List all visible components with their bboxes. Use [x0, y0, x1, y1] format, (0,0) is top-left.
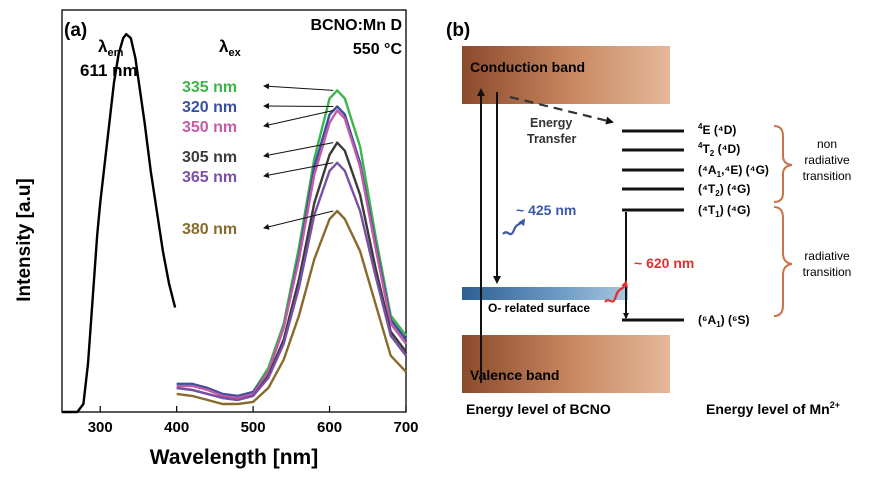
- energy-transfer-arrow: [509, 95, 614, 125]
- lambda-ex-label: λex: [219, 37, 242, 59]
- non-radiative-label: non: [817, 137, 837, 151]
- level-label-4T1-4G: (⁴T1) (⁴G): [698, 203, 750, 219]
- level-label-4T2-4D: 4T2 (⁴D): [698, 141, 740, 158]
- valence-band: [462, 335, 670, 393]
- panel-a: 300 400 500 600 700 (a) BCNO:Mn D 550 °C λem…: [14, 9, 419, 469]
- emission-wave: [604, 280, 628, 303]
- non-radiative-label: radiative: [804, 153, 850, 167]
- mn-levels: [622, 129, 684, 322]
- panel-b-label: (b): [446, 20, 470, 41]
- series-label-320-nm: 320 nm: [182, 99, 237, 116]
- panel-b: (b) Conduction band Valence band O- rela…: [446, 20, 851, 417]
- label-arrows: [263, 83, 334, 230]
- x-tick-label: 300: [88, 419, 113, 436]
- series-lines: [62, 32, 407, 414]
- radiative-label: radiative: [804, 249, 850, 263]
- surface-level-label: O- related surface: [488, 301, 590, 315]
- level-label-4E: 4E (⁴D): [698, 122, 736, 137]
- panel-a-label: (a): [64, 20, 87, 41]
- energy-transfer-label: Energy: [530, 116, 572, 130]
- x-tick-label: 400: [164, 419, 189, 436]
- series-label-335-nm: 335 nm: [182, 79, 237, 96]
- series-line-380-nm: [176, 209, 407, 406]
- footer-mn: Energy level of Mn2+: [706, 400, 840, 417]
- level-label-6A1-6S: (⁶A1) (⁶S): [698, 313, 750, 329]
- series-label-380-nm: 380 nm: [182, 221, 237, 238]
- series-label-305-nm: 305 nm: [182, 149, 237, 166]
- footer-bcno: Energy level of BCNO: [466, 401, 611, 417]
- valence-band-label: Valence band: [470, 367, 559, 383]
- temperature-label: 550 °C: [353, 41, 403, 58]
- series-line-excitation: [62, 32, 177, 414]
- excitation-wave: [502, 218, 526, 236]
- series-labels: 335 nm 320 nm 350 nm 305 nm 365 nm 380 nm: [182, 79, 237, 238]
- non-radiative-brace: [773, 125, 793, 203]
- series-label-arrow: [263, 110, 334, 128]
- lambda-em-value: 611 nm: [80, 61, 138, 80]
- x-tick-label: 500: [241, 419, 266, 436]
- series-label-arrow: [263, 162, 334, 179]
- series-line-365-nm: [176, 161, 407, 402]
- lambda-em-label: λem: [98, 37, 124, 59]
- x-axis-label: Wavelength [nm]: [150, 446, 318, 469]
- level-label-4T2-4G: (⁴T2) (⁴G): [698, 182, 750, 198]
- radiative-brace: [773, 206, 793, 317]
- plot-frame: [61, 9, 407, 413]
- x-tick-label: 700: [393, 419, 418, 436]
- series-label-arrow: [263, 83, 334, 91]
- series-label-arrow: [263, 210, 334, 230]
- level-label-4A1-4E: (⁴A1,⁴E) (⁴G): [698, 163, 769, 179]
- surface-level: [462, 287, 628, 300]
- energy-transfer-label: Transfer: [527, 132, 576, 146]
- series-label-350-nm: 350 nm: [182, 119, 237, 136]
- series-label-arrow: [263, 142, 334, 158]
- series-label-365-nm: 365 nm: [182, 169, 237, 186]
- x-axis-ticks: 300 400 500 600 700: [88, 406, 419, 436]
- y-axis-label: Intensity [a.u]: [14, 178, 35, 302]
- series-line-350-nm: [176, 109, 407, 400]
- sample-label: BCNO:Mn D: [310, 17, 402, 34]
- conduction-band-label: Conduction band: [470, 59, 585, 75]
- x-tick-label: 600: [317, 419, 342, 436]
- non-radiative-label: transition: [803, 169, 852, 183]
- radiative-label: transition: [803, 265, 852, 279]
- excitation-wavelength: ~ 425 nm: [516, 202, 576, 218]
- conduction-band: [462, 46, 670, 104]
- emission-wavelength: ~ 620 nm: [634, 255, 694, 271]
